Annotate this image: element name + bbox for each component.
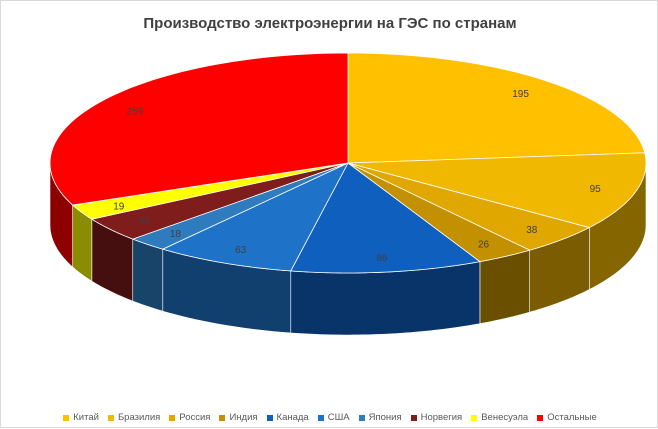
pie-slice-Россия xyxy=(347,162,591,251)
legend-swatch xyxy=(537,414,544,421)
legend-label: Венесуэла xyxy=(481,412,529,423)
legend-swatch xyxy=(107,414,114,421)
legend-item-Норвегия: Норвегия xyxy=(410,412,463,423)
pie-slice-Индия xyxy=(347,162,531,263)
pie-slice-Китай xyxy=(347,52,646,164)
pie-slice-Норвегия xyxy=(90,162,349,240)
legend-item-Россия: Россия xyxy=(169,412,210,423)
legend-item-Остальные: Остальные xyxy=(537,412,597,423)
legend-label: Канада xyxy=(276,412,309,423)
data-label-Венесуэла: 19 xyxy=(113,201,125,212)
legend-label: Норвегия xyxy=(420,412,463,423)
legend-label: Индия xyxy=(229,412,258,423)
legend-item-Япония: Япония xyxy=(358,412,402,423)
pie-slice-Канада xyxy=(290,162,481,274)
legend-label: Россия xyxy=(179,412,211,423)
data-label-Индия: 26 xyxy=(478,239,490,250)
chart-title: Производство электроэнергии на ГЭС по ст… xyxy=(143,15,517,32)
data-label-Россия: 38 xyxy=(526,225,538,236)
legend-swatch xyxy=(471,414,478,421)
legend-swatch xyxy=(63,414,70,421)
data-label-Япония: 18 xyxy=(170,229,182,240)
legend-label: Остальные xyxy=(547,412,597,423)
legend-item-Венесуэла: Венесуэла xyxy=(471,412,528,423)
legend-label: Япония xyxy=(368,412,402,423)
pie-side-Япония xyxy=(132,238,164,312)
pie-side-Индия xyxy=(479,249,530,324)
legend-swatch xyxy=(358,414,365,421)
legend-swatch xyxy=(169,414,176,421)
legend-item-Бразилия: Бразилия xyxy=(107,412,161,423)
data-label-Китай: 195 xyxy=(512,89,529,100)
pie-slice-Япония xyxy=(131,162,349,250)
data-label-Канада: 86 xyxy=(376,253,388,264)
legend-swatch xyxy=(266,414,273,421)
pie-slice-Остальные xyxy=(49,52,349,206)
data-label-Остальные: 259 xyxy=(127,106,144,117)
legend-label: США xyxy=(327,412,350,423)
pie-slice-Бразилия xyxy=(347,152,647,228)
legend-label: Китай xyxy=(73,412,99,423)
legend-item-Китай: Китай xyxy=(63,412,99,423)
data-label-Норвегия: 30 xyxy=(138,216,150,227)
data-label-Бразилия: 95 xyxy=(590,184,602,195)
legend-swatch xyxy=(317,414,324,421)
chart-legend: Китай Бразилия Россия Индия Канада США Япония Н… xyxy=(1,412,658,423)
pie-slice-США xyxy=(161,162,349,272)
legend-item-Индия: Индия xyxy=(219,412,258,423)
legend-label: Бразилия xyxy=(117,412,161,423)
legend-swatch xyxy=(410,414,417,421)
pie-slice-Венесуэла xyxy=(71,162,349,220)
data-label-США: 63 xyxy=(235,245,247,256)
legend-swatch xyxy=(219,414,226,421)
legend-item-США: США xyxy=(317,412,350,423)
legend-item-Канада: Канада xyxy=(266,412,309,423)
